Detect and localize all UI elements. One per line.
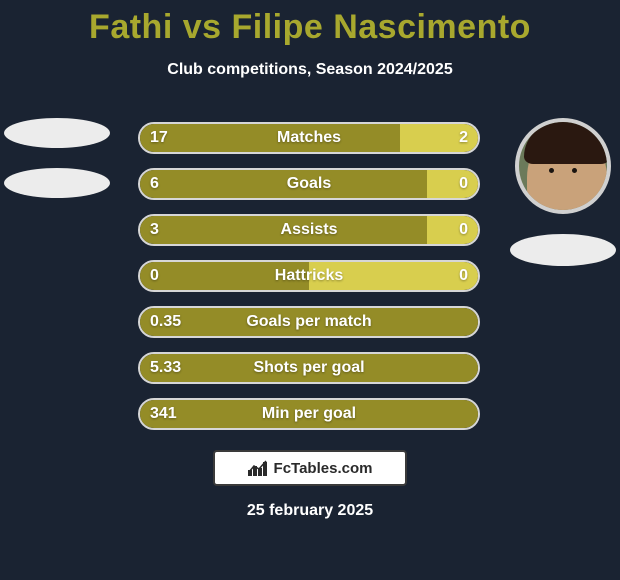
page-title: Fathi vs Filipe Nascimento (0, 0, 620, 47)
player1-avatar-placeholder (4, 118, 110, 148)
stat-value-p2: 0 (459, 267, 468, 285)
stat-bar: 341 Min per goal (138, 398, 480, 430)
stat-value-p1: 0.35 (150, 313, 181, 331)
icon-line (248, 460, 268, 474)
stat-bar: 3 0 Assists (138, 214, 480, 246)
chart-icon (248, 460, 268, 476)
stat-name: Matches (277, 129, 341, 147)
stat-value-p1: 3 (150, 221, 159, 239)
stat-name: Assists (281, 221, 338, 239)
stat-value-p1: 0 (150, 267, 159, 285)
brand-text: FcTables.com (274, 460, 373, 477)
player2-team-placeholder (510, 234, 616, 266)
player1-team-placeholder (4, 168, 110, 198)
stat-value-p2: 2 (459, 129, 468, 147)
stat-bar: 0 0 Hattricks (138, 260, 480, 292)
stat-value-p2: 0 (459, 175, 468, 193)
stat-value-p1: 6 (150, 175, 159, 193)
stat-value-p1: 5.33 (150, 359, 181, 377)
date-label: 25 february 2025 (247, 502, 373, 520)
stat-bar: 17 2 Matches (138, 122, 480, 154)
stat-bar: 0.35 Goals per match (138, 306, 480, 338)
avatar-eye-shape (572, 168, 577, 173)
stat-name: Hattricks (275, 267, 343, 285)
comparison-bars: 17 2 Matches 6 0 Goals 3 0 Assists 0 0 Hattricks 0.3… (138, 122, 480, 430)
stat-name: Shots per goal (253, 359, 364, 377)
stat-value-p1: 341 (150, 405, 177, 423)
stat-bar-p1 (140, 124, 400, 152)
stat-bar-p2 (427, 216, 478, 244)
brand-badge: FcTables.com (213, 450, 407, 486)
avatar-hair-shape (524, 120, 610, 164)
stat-value-p2: 0 (459, 221, 468, 239)
stat-value-p1: 17 (150, 129, 168, 147)
subtitle: Club competitions, Season 2024/2025 (0, 61, 620, 79)
player2-avatar (515, 118, 611, 214)
avatar-eye-shape (549, 168, 554, 173)
stat-bar: 6 0 Goals (138, 168, 480, 200)
stat-bar: 5.33 Shots per goal (138, 352, 480, 384)
stat-name: Goals (287, 175, 331, 193)
stat-name: Min per goal (262, 405, 356, 423)
stat-bar-p2 (427, 170, 478, 198)
player2-column (508, 118, 618, 266)
player1-column (2, 118, 112, 198)
stat-name: Goals per match (246, 313, 371, 331)
stat-bar-p1 (140, 170, 427, 198)
